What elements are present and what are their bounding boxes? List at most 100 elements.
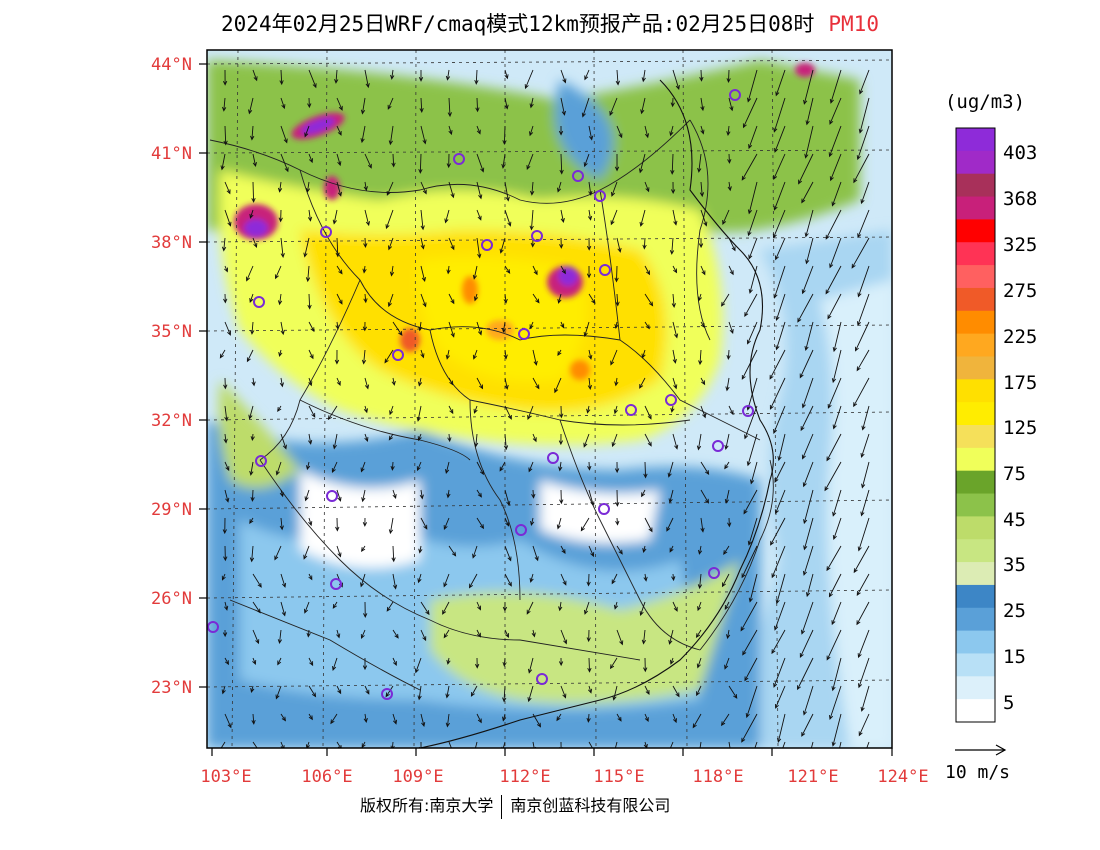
wind-arrow xyxy=(616,545,623,555)
wind-arrow xyxy=(502,713,507,722)
wind-arrow xyxy=(638,153,646,174)
wind-arrow xyxy=(445,349,450,360)
wind-arrow xyxy=(280,237,285,258)
wind-arrow xyxy=(386,601,394,612)
wind-arrow xyxy=(828,125,842,158)
wind-arrow xyxy=(331,461,338,473)
wind-arrow xyxy=(771,545,786,579)
wind-arrow xyxy=(308,377,313,387)
wind-arrow xyxy=(307,97,312,109)
wind-arrow xyxy=(416,461,422,472)
copyright-divider xyxy=(501,794,503,819)
wind-arrow xyxy=(801,377,814,409)
wind-arrow xyxy=(861,405,870,431)
wind-arrow xyxy=(797,657,814,691)
wind-arrow xyxy=(800,601,814,635)
wind-arrow xyxy=(558,461,563,472)
wind-arrow xyxy=(332,601,338,609)
wind-arrow xyxy=(798,153,814,185)
wind-arrow xyxy=(829,97,842,125)
wind-arrow xyxy=(476,237,482,259)
wind-arrow xyxy=(856,573,870,596)
wind-arrow xyxy=(473,405,478,414)
wind-arrow xyxy=(614,377,619,387)
wind-arrow xyxy=(222,69,228,86)
wind-arrow xyxy=(559,237,564,249)
colorbar-swatch xyxy=(956,402,995,426)
wind-arrow xyxy=(802,685,814,716)
wind-arrow xyxy=(364,685,370,695)
wind-arrow xyxy=(418,545,423,554)
lon-label-115: 115°E xyxy=(593,767,644,787)
wind-arrow xyxy=(363,713,368,724)
wind-arrow xyxy=(700,461,710,476)
wind-arrow xyxy=(557,293,562,304)
wind-arrow xyxy=(667,461,674,478)
wind-arrow xyxy=(745,685,758,719)
wind-arrow xyxy=(644,181,650,193)
wind-arrow xyxy=(857,517,870,552)
wind-arrow xyxy=(832,405,842,430)
wind-arrow xyxy=(728,741,731,748)
wind-arrow xyxy=(332,433,338,450)
wind-arrow xyxy=(221,97,227,112)
colorbar-swatch xyxy=(956,607,995,632)
wind-arrow xyxy=(224,601,229,611)
wind-arrow xyxy=(556,181,562,193)
wind-arrow xyxy=(392,713,398,725)
wind-arrow xyxy=(825,209,842,240)
wind-arrow xyxy=(769,377,786,410)
wind-arrow xyxy=(418,741,424,748)
wind-arrow xyxy=(529,125,534,137)
wind-arrow xyxy=(801,433,814,460)
wind-arrow xyxy=(476,489,482,498)
colorbar-label: 403 xyxy=(1003,142,1037,164)
wind-arrow xyxy=(249,545,255,563)
colorbar-label: 368 xyxy=(1003,188,1037,210)
wind-arrow xyxy=(856,125,870,161)
wind-arrow xyxy=(773,265,786,299)
wind-arrow xyxy=(782,741,786,748)
wind-arrow xyxy=(280,153,289,173)
wind-arrow xyxy=(672,713,677,724)
wind-arrow xyxy=(448,405,454,415)
wind-arrow xyxy=(831,349,842,384)
wind-arrow xyxy=(747,209,758,237)
colorbar-label: 5 xyxy=(1003,692,1014,714)
wind-arrow xyxy=(643,657,648,673)
wind-arrow xyxy=(468,573,478,589)
wind-arrow xyxy=(528,461,534,473)
wind-arrow xyxy=(420,181,427,195)
wind-arrow xyxy=(672,209,678,226)
wind-arrow xyxy=(827,293,842,320)
wind-arrow xyxy=(224,265,228,273)
wind-arrow xyxy=(670,97,675,108)
wind-arrow xyxy=(644,433,652,447)
wind-arrow xyxy=(530,517,535,526)
wind-arrow xyxy=(610,349,618,366)
wind-arrow xyxy=(250,433,255,442)
wind-arrow xyxy=(280,97,286,110)
wind-arrow xyxy=(797,293,814,323)
wind-arrow xyxy=(726,629,731,640)
wind-arrow xyxy=(527,685,534,703)
wind-arrow xyxy=(741,713,758,743)
wind-arrow xyxy=(418,69,424,82)
wind-arrow xyxy=(474,69,479,85)
wind-arrow xyxy=(531,741,537,748)
wind-arrow xyxy=(724,461,730,470)
wind-arrow xyxy=(306,629,311,638)
wind-arrow xyxy=(826,629,842,661)
wind-arrow xyxy=(335,321,340,330)
wind-arrow xyxy=(360,97,366,115)
wind-arrow xyxy=(774,489,786,515)
wind-arrow xyxy=(448,545,457,557)
wind-arrow xyxy=(221,573,226,581)
wind-arrow xyxy=(587,461,592,471)
wind-arrow xyxy=(524,69,534,90)
wind-arrow xyxy=(275,461,282,476)
wind-arrow xyxy=(248,97,254,115)
wind-arrow xyxy=(728,405,734,416)
wind-arrow xyxy=(611,181,618,197)
wind-arrow xyxy=(741,349,758,380)
